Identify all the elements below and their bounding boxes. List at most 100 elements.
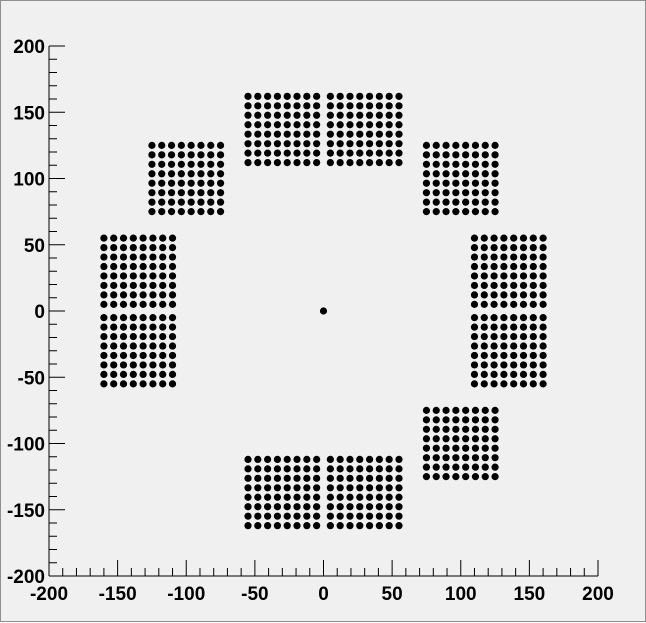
data-point	[470, 323, 479, 331]
data-point	[100, 380, 108, 388]
data-point	[129, 332, 137, 341]
data-point	[500, 253, 508, 261]
data-point	[462, 406, 470, 414]
data-point	[149, 380, 157, 388]
data-point	[539, 243, 547, 252]
data-point	[336, 92, 344, 100]
data-point	[216, 189, 225, 197]
data-point	[326, 92, 334, 100]
data-point	[129, 300, 137, 308]
data-point	[432, 160, 440, 168]
data-point	[110, 281, 118, 290]
data-point	[395, 159, 403, 167]
data-point	[197, 160, 205, 168]
data-point	[422, 416, 431, 424]
data-point	[471, 416, 480, 424]
data-point	[244, 130, 252, 138]
data-point	[129, 370, 137, 379]
data-point	[481, 198, 489, 206]
data-point	[462, 473, 470, 481]
data-point	[442, 160, 450, 168]
data-point	[168, 262, 177, 271]
data-point	[293, 522, 301, 530]
data-point	[500, 262, 508, 271]
data-point	[480, 300, 488, 308]
data-point	[432, 444, 440, 452]
data-point	[529, 300, 537, 308]
data-point	[110, 262, 118, 271]
data-point	[139, 281, 147, 290]
data-point	[244, 92, 252, 100]
data-point	[480, 281, 488, 290]
data-point	[207, 141, 215, 149]
data-point	[168, 300, 177, 308]
data-point	[119, 332, 128, 341]
data-point	[422, 179, 431, 187]
data-point	[159, 342, 167, 350]
data-point	[432, 170, 440, 178]
data-point	[470, 262, 479, 271]
data-point	[356, 159, 364, 167]
data-point	[273, 140, 282, 148]
data-point	[313, 92, 321, 100]
data-point	[283, 130, 291, 138]
data-point	[110, 342, 118, 350]
data-point	[139, 314, 147, 322]
data-point	[177, 189, 185, 197]
data-point	[471, 179, 480, 187]
data-point	[395, 149, 403, 157]
data-point	[273, 484, 282, 492]
data-point	[139, 243, 147, 252]
data-point	[167, 208, 176, 216]
data-point	[452, 198, 460, 206]
data-point	[385, 493, 393, 501]
data-point	[529, 291, 537, 299]
data-point	[432, 406, 440, 414]
data-point	[385, 140, 393, 148]
data-point	[129, 253, 137, 261]
data-point	[452, 141, 460, 149]
data-point	[119, 370, 128, 379]
data-point	[159, 351, 167, 360]
data-point	[422, 444, 431, 452]
data-point	[168, 272, 177, 280]
data-point	[264, 111, 272, 119]
data-point	[187, 151, 195, 159]
data-point	[471, 406, 480, 414]
data-point	[254, 512, 262, 520]
data-point	[519, 234, 528, 242]
data-point	[375, 503, 383, 511]
data-point	[293, 149, 301, 157]
data-point	[313, 149, 321, 157]
y-tick-label: 150	[13, 103, 45, 124]
data-point	[110, 314, 118, 322]
data-point	[346, 140, 354, 148]
data-point	[326, 474, 334, 482]
data-point	[395, 512, 403, 520]
data-point	[119, 361, 128, 369]
data-point	[119, 234, 128, 242]
data-point	[119, 380, 128, 388]
data-point	[100, 351, 108, 360]
data-point	[422, 406, 431, 414]
data-point	[480, 361, 488, 369]
data-point	[422, 435, 431, 443]
data-point	[481, 444, 489, 452]
data-point	[148, 151, 156, 159]
data-point	[346, 159, 354, 167]
data-point	[356, 92, 364, 100]
data-point	[139, 291, 147, 299]
data-point	[346, 102, 354, 110]
data-point	[197, 151, 205, 159]
data-point	[422, 141, 431, 149]
data-point	[283, 493, 291, 501]
data-point	[158, 198, 166, 206]
data-point	[293, 493, 301, 501]
data-point	[129, 361, 137, 369]
data-point	[254, 493, 262, 501]
data-point	[313, 111, 321, 119]
data-point	[365, 102, 374, 110]
data-point	[159, 291, 167, 299]
data-point	[244, 493, 252, 501]
data-point	[442, 473, 450, 481]
